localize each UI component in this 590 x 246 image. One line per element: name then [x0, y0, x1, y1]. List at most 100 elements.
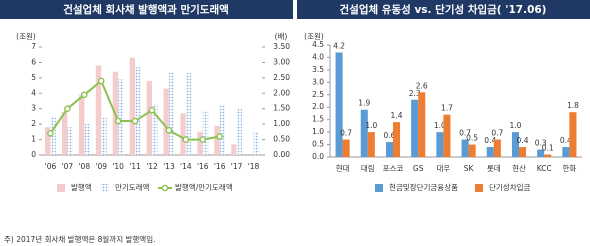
data-label: 1.0 — [434, 121, 446, 130]
x-tick-label: GS — [413, 164, 424, 173]
line-marker — [64, 105, 71, 113]
bar — [118, 79, 124, 155]
y2-tick-label: 1.00 — [273, 119, 290, 128]
x-tick-label: '14 — [180, 162, 192, 171]
x-tick-label: '11 — [129, 162, 141, 171]
y-tick-label: 0.5 — [312, 140, 324, 149]
legend-swatch — [101, 184, 109, 192]
data-label: 1.9 — [358, 99, 370, 108]
y-tick-label: 3.0 — [312, 77, 324, 86]
x-tick-label: '09 — [95, 162, 107, 171]
bar — [443, 114, 451, 157]
x-tick-label: '13 — [163, 162, 175, 171]
data-label: 0.3 — [535, 139, 547, 148]
data-label: 2.3 — [409, 89, 421, 98]
bar — [411, 99, 419, 157]
bar — [360, 109, 368, 157]
bar — [385, 142, 393, 157]
line-marker — [97, 77, 105, 85]
y-axis-label: (조원) — [16, 32, 36, 41]
x-tick-label: KCC — [537, 164, 552, 173]
bar — [511, 132, 519, 157]
bar — [78, 94, 85, 155]
bar — [537, 149, 545, 157]
bar — [202, 110, 209, 155]
bar — [50, 116, 56, 155]
bar — [236, 108, 243, 155]
data-label: 0.5 — [466, 134, 478, 143]
y2-tick-label: 3.00 — [273, 57, 290, 66]
footnote: 주) 2017년 회사채 발행액은 8월까지 발행액임. — [4, 234, 156, 244]
y2-tick-label: 2.50 — [273, 73, 290, 82]
x-tick-label: 현산 — [512, 163, 526, 173]
line-marker — [131, 117, 139, 125]
line-marker — [165, 127, 173, 134]
legend-swatch — [57, 184, 65, 192]
line-marker — [114, 117, 122, 125]
x-tick-label: '17 — [231, 162, 243, 171]
y-tick-label: 1.5 — [312, 115, 324, 124]
bar — [95, 65, 102, 155]
bar — [393, 122, 401, 157]
y-tick-label: 4.5 — [312, 40, 324, 49]
bar — [180, 113, 186, 155]
bar — [214, 125, 220, 155]
bar — [253, 131, 259, 155]
data-label: 1.7 — [441, 104, 453, 113]
x-tick-label: 포스코 — [383, 164, 404, 173]
legend-swatch — [161, 184, 169, 192]
y2-tick-label: 0.00 — [273, 150, 290, 159]
y-tick-label: 4 — [31, 88, 36, 97]
bar — [84, 124, 90, 155]
line-marker — [199, 136, 207, 143]
y-tick-label: 2 — [31, 119, 36, 128]
y-tick-label: 2.0 — [312, 102, 324, 111]
bar — [461, 139, 469, 157]
x-tick-label: '16 — [197, 162, 209, 171]
y-tick-label: 1 — [31, 135, 36, 144]
bar — [45, 127, 51, 155]
data-label: 0.4 — [484, 136, 496, 145]
y2-tick-label: 0.50 — [273, 135, 290, 144]
bar — [342, 139, 350, 157]
y2-tick-label: 3.50 — [273, 42, 290, 51]
legend-label: 현금및장단기금융상품 — [389, 182, 458, 192]
data-label: 0.4 — [517, 136, 529, 145]
y-tick-label: 4.0 — [312, 52, 324, 61]
x-tick-label: 롯데 — [487, 164, 501, 173]
x-tick-label: '10 — [112, 162, 124, 171]
x-tick-label: SK — [464, 164, 475, 173]
y-tick-label: 3 — [31, 104, 36, 113]
x-tick-label: '18 — [248, 162, 260, 171]
line-marker — [216, 133, 223, 140]
legend-label: 단기성차입금 — [489, 182, 530, 192]
bar — [436, 132, 444, 157]
data-label: 2.6 — [416, 81, 428, 90]
bar — [519, 147, 527, 157]
x-tick-label: '07 — [62, 162, 74, 171]
legend-swatch — [475, 184, 483, 192]
x-tick-label: '12 — [146, 162, 158, 171]
line-marker — [47, 130, 54, 137]
legend-swatch — [375, 184, 383, 192]
line-marker — [81, 91, 88, 99]
y2-axis-label: (배) — [275, 32, 288, 41]
x-tick-label: 한화 — [562, 164, 576, 173]
bar — [61, 111, 68, 155]
bar — [418, 92, 426, 157]
y-axis-label: (조원) — [304, 32, 324, 41]
bar — [101, 117, 107, 155]
y-tick-label: 2.5 — [312, 90, 324, 99]
x-tick-label: 대우 — [436, 164, 450, 173]
legend-label: 만기도래액 — [115, 182, 150, 192]
bar — [562, 147, 570, 157]
bar — [67, 127, 73, 155]
bar — [231, 144, 237, 155]
bar — [335, 52, 343, 157]
y-tick-label: 0.0 — [312, 152, 324, 161]
y-tick-label: 7 — [31, 42, 36, 51]
legend-label: 발행액/만기도래액 — [175, 182, 233, 192]
bar — [197, 131, 203, 155]
data-label: 0.6 — [384, 131, 396, 140]
